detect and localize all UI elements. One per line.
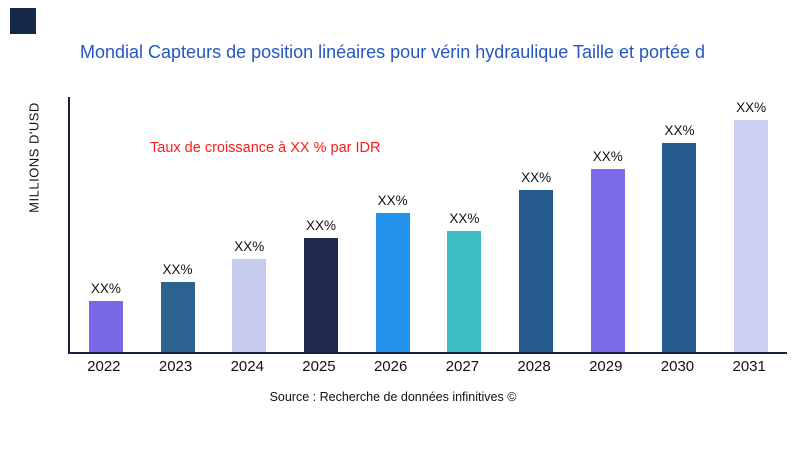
bar-value-label: XX% (521, 169, 552, 185)
bar (590, 168, 625, 352)
x-axis-tick-label: 2022 (87, 358, 121, 375)
bar (303, 238, 338, 352)
bar (232, 259, 267, 352)
bar (662, 143, 697, 352)
x-axis-tick-label: 2023 (158, 358, 193, 375)
bar-value-label: XX% (377, 192, 408, 208)
growth-rate-annotation: Taux de croissance à XX % par IDR (150, 140, 381, 156)
x-axis-tick-label: 2024 (230, 358, 264, 375)
bar (160, 282, 195, 352)
bar-group-2029: XX% (572, 97, 644, 352)
bar-value-label: XX% (736, 100, 767, 116)
bar (447, 231, 482, 352)
bar (375, 212, 410, 352)
x-axis-tick-label: 2031 (732, 358, 766, 375)
x-axis-tick-label: 2026 (373, 358, 408, 375)
bar-group-2023: XX% (142, 97, 214, 352)
bar (88, 301, 123, 352)
x-axis-tick-label: 2027 (445, 358, 480, 375)
plot-area: XX% XX% XX% XX% XX% XX% XX% XX% XX% XX% (68, 97, 787, 354)
bar-value-label: XX% (449, 211, 480, 227)
source-attribution: Source : Recherche de données infinitive… (269, 390, 517, 404)
bar (734, 120, 769, 352)
bar-value-label: XX% (664, 123, 695, 139)
bar (519, 189, 554, 352)
bar-group-2022: XX% (70, 97, 142, 352)
x-axis-tick-label: 2028 (517, 358, 551, 375)
bar-value-label: XX% (592, 148, 623, 164)
bar-value-label: XX% (162, 262, 193, 278)
bar-group-2025: XX% (285, 97, 357, 352)
bar-group-2024: XX% (213, 97, 285, 352)
bar-group-2028: XX% (500, 97, 572, 352)
logo-mark (10, 8, 36, 34)
bar-group-2027: XX% (429, 97, 501, 352)
x-axis-tick-label: 2030 (660, 358, 695, 375)
y-axis-label: MILLIONS D'USD (26, 102, 42, 213)
bar-value-label: XX% (90, 281, 121, 296)
x-axis-tick-label: 2025 (302, 358, 336, 375)
chart-title: Mondial Capteurs de position linéaires p… (80, 42, 706, 62)
bar-group-2031: XX% (715, 97, 787, 352)
bar-group-2030: XX% (644, 97, 716, 352)
x-axis-labels: 2022 2023 2024 2025 2026 2027 2028 2029 2030 2031 (68, 358, 785, 375)
bar-value-label: XX% (305, 218, 336, 234)
x-axis-tick-label: 2029 (589, 358, 623, 375)
bar-group-2026: XX% (357, 97, 429, 352)
bar-value-label: XX% (234, 239, 265, 255)
